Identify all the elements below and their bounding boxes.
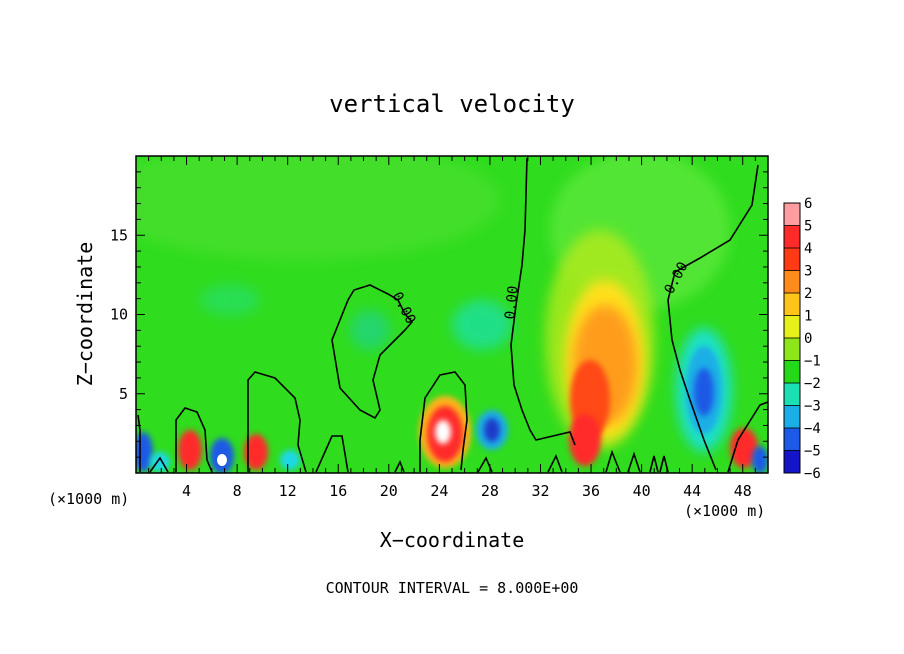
x-tick-label: 48 (734, 482, 752, 500)
x-tick-label: 40 (633, 482, 651, 500)
colorbar-segment (784, 383, 800, 406)
colorbar-segment (784, 225, 800, 248)
colorbar-label: −6 (804, 466, 821, 482)
colorbar-label: 5 (804, 219, 812, 235)
x-tick-label: 4 (182, 482, 191, 500)
colorbar-segment (784, 450, 800, 473)
contour-line (510, 157, 576, 446)
y-axis-label: Z−coordinate (73, 242, 97, 387)
x-axis-unit-left: (×1000 m) (48, 490, 129, 508)
contour-label: 0.00 (502, 285, 521, 320)
x-tick-label: 24 (430, 482, 448, 500)
x-tick-label: 8 (233, 482, 242, 500)
zero-contours (137, 157, 768, 473)
x-axis: 4 8 12 16 20 24 28 32 36 40 44 48 (148, 156, 756, 500)
contour-line (605, 449, 621, 473)
colorbar-segment (784, 428, 800, 451)
contour-line (175, 407, 213, 473)
x-tick-label: 12 (279, 482, 297, 500)
colorbar-segment (784, 248, 800, 271)
contour-line (394, 460, 405, 473)
x-tick-label: 36 (582, 482, 600, 500)
colorbar-label: −3 (804, 399, 821, 415)
x-tick-label: 20 (380, 482, 398, 500)
contour-line (419, 371, 468, 472)
y-tick-label: 5 (119, 385, 128, 403)
contour-line (547, 454, 563, 473)
plot-area: 0.00 0.00 0.00 4 8 12 16 20 24 28 32 36 40 44 48 51… (110, 155, 769, 500)
field-blobs (136, 156, 768, 473)
y-tick-label: 15 (110, 226, 128, 244)
colorbar-segment (784, 270, 800, 293)
colorbar-segment (784, 405, 800, 428)
contour-line (649, 455, 669, 473)
contour-interval-note: CONTOUR INTERVAL = 8.000E+00 (326, 579, 579, 597)
colorbar-label: −1 (804, 354, 821, 370)
contour-line (137, 414, 141, 472)
colorbar-segment (784, 203, 800, 226)
x-tick-label: 16 (329, 482, 347, 500)
x-axis-label: X−coordinate (380, 528, 525, 552)
contour-line (331, 284, 414, 420)
colorbar-label: −5 (804, 444, 821, 460)
y-axis: 5 10 15 (110, 171, 768, 458)
contour-line (627, 451, 641, 473)
colorbar-label: 2 (804, 286, 812, 302)
contour-line (149, 456, 169, 473)
contour-line (667, 164, 759, 471)
x-tick-label: 32 (531, 482, 549, 500)
chart-title: vertical velocity (329, 90, 575, 118)
colorbar-segment (784, 360, 800, 383)
x-tick-label: 28 (481, 482, 499, 500)
colorbar-segment (784, 315, 800, 338)
colorbar: 6 5 4 3 2 1 0 −1 −2 −3 −4 −5 −6 (783, 196, 821, 482)
colorbar-label: −4 (804, 421, 821, 437)
contour-line (315, 435, 349, 473)
x-tick-label: 44 (683, 482, 701, 500)
colorbar-segment (784, 338, 800, 361)
colorbar-label: −2 (804, 376, 821, 392)
contour-line (727, 401, 768, 473)
x-axis-unit-right: (×1000 m) (684, 502, 765, 520)
colorbar-label: 0 (804, 331, 812, 347)
colorbar-label: 4 (804, 241, 812, 257)
y-tick-label: 10 (110, 306, 128, 324)
colorbar-segment (784, 293, 800, 316)
colorbar-label: 3 (804, 264, 812, 280)
colorbar-label: 1 (804, 309, 812, 325)
contour-line (247, 371, 307, 473)
colorbar-label: 6 (804, 196, 812, 212)
